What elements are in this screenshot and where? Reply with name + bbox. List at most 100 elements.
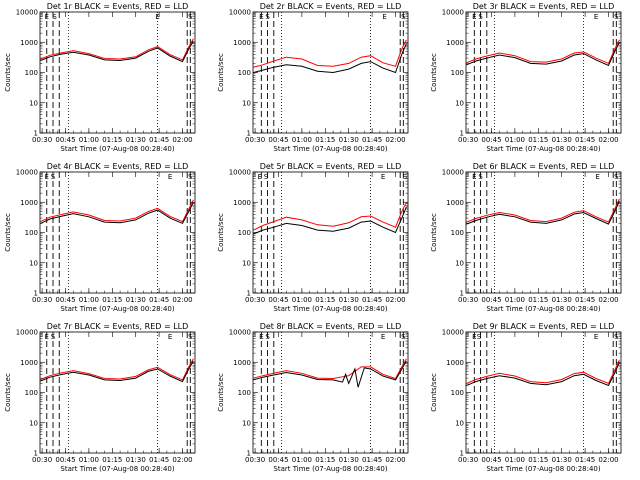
y-tick-label: 1000 xyxy=(20,359,38,367)
marker-label: E xyxy=(472,333,476,341)
marker-label: S xyxy=(403,173,408,181)
chart-title: Det 2r BLACK = Events, RED = LLD xyxy=(260,2,402,11)
y-axis-label: Counts/sec xyxy=(430,53,438,92)
plot-frame xyxy=(39,11,196,134)
y-tick-label: 1 xyxy=(34,450,38,458)
x-tick-label: 01:30 xyxy=(552,456,572,464)
x-tick-label: 00:30 xyxy=(32,136,52,144)
y-tick-label: 1 xyxy=(247,130,251,138)
x-tick-label: 01:30 xyxy=(339,456,359,464)
marker-label: E xyxy=(45,173,49,181)
y-axis-label: Counts/sec xyxy=(217,373,225,412)
x-tick-label: 00:45 xyxy=(55,296,75,304)
y-axis-label: Counts/sec xyxy=(4,213,12,252)
detector-panel: Det 2r BLACK = Events, RED = LLD 1 10 100 10… xyxy=(213,0,426,160)
x-tick-label: 01:30 xyxy=(552,136,572,144)
y-tick-label: 10 xyxy=(29,99,38,107)
y-tick-label: 1 xyxy=(34,130,38,138)
marker-label: S xyxy=(51,173,56,181)
y-axis-label: Counts/sec xyxy=(430,213,438,252)
x-tick-label: 01:00 xyxy=(505,136,525,144)
lld-series-line xyxy=(40,38,194,61)
y-tick-label: 10000 xyxy=(229,169,251,177)
y-tick-label: 1000 xyxy=(446,199,464,207)
x-axis-label: Start Time (07-Aug-08 00:28:40) xyxy=(60,465,174,473)
x-axis-label: Start Time (07-Aug-08 00:28:40) xyxy=(486,305,600,313)
events-series-line xyxy=(466,362,620,387)
y-tick-label: 10 xyxy=(242,99,251,107)
marker-label: S xyxy=(265,13,270,21)
x-tick-label: 00:30 xyxy=(32,456,52,464)
x-tick-label: 01:45 xyxy=(575,296,595,304)
y-tick-label: 100 xyxy=(238,229,251,237)
marker-label: E xyxy=(381,173,385,181)
x-tick-label: 02:00 xyxy=(172,296,192,304)
y-tick-label: 1 xyxy=(460,450,464,458)
y-tick-label: 10000 xyxy=(442,169,464,177)
y-tick-label: 1000 xyxy=(446,359,464,367)
x-tick-label: 01:15 xyxy=(315,456,335,464)
x-tick-label: 00:45 xyxy=(481,456,501,464)
marker-label: E xyxy=(45,333,49,341)
lightcurve-chart: Det 3r BLACK = Events, RED = LLD 1 10 100 10… xyxy=(430,2,622,153)
x-tick-label: 01:45 xyxy=(149,456,169,464)
marker-label: S xyxy=(51,333,56,341)
x-tick-label: 00:30 xyxy=(32,296,52,304)
events-series-line xyxy=(40,202,194,225)
plot-frame xyxy=(465,171,622,294)
marker-label: E xyxy=(382,13,386,21)
chart-title: Det 6r BLACK = Events, RED = LLD xyxy=(473,162,615,171)
x-tick-label: 01:00 xyxy=(292,136,312,144)
x-tick-label: 02:00 xyxy=(598,296,618,304)
detector-panel: Det 1r BLACK = Events, RED = LLD 1 10 100 10… xyxy=(0,0,213,160)
marker-label: S xyxy=(188,173,193,181)
events-series-line xyxy=(253,206,407,235)
events-series-line xyxy=(40,360,194,383)
x-tick-label: 02:00 xyxy=(385,456,405,464)
x-tick-label: 01:00 xyxy=(292,296,312,304)
x-tick-label: 01:15 xyxy=(102,456,122,464)
y-tick-label: 1000 xyxy=(233,199,251,207)
marker-label: E xyxy=(595,173,599,181)
y-tick-label: 10 xyxy=(455,419,464,427)
y-tick-label: 1000 xyxy=(446,39,464,47)
plot-frame xyxy=(39,331,196,454)
lld-series-line xyxy=(253,358,407,380)
detector-panel: Det 8r BLACK = Events, RED = LLD 1 10 100 10… xyxy=(213,320,426,480)
detector-panel: Det 7r BLACK = Events, RED = LLD 1 10 100 10… xyxy=(0,320,213,480)
lightcurve-chart: Det 9r BLACK = Events, RED = LLD 1 10 100 10… xyxy=(430,322,622,473)
lightcurve-chart: Det 2r BLACK = Events, RED = LLD 1 10 100 10… xyxy=(217,2,409,153)
marker-label: E xyxy=(168,333,172,341)
y-tick-label: 100 xyxy=(451,389,464,397)
detector-panel: Det 4r BLACK = Events, RED = LLD 1 10 100 10… xyxy=(0,160,213,320)
y-tick-label: 100 xyxy=(238,69,251,77)
y-axis-label: Counts/sec xyxy=(4,373,12,412)
y-tick-label: 10000 xyxy=(229,329,251,337)
plot-frame xyxy=(252,171,409,294)
x-tick-label: 01:15 xyxy=(528,456,548,464)
lightcurve-chart: Det 4r BLACK = Events, RED = LLD 1 10 100 10… xyxy=(4,162,196,313)
marker-label: E xyxy=(258,173,262,181)
lightcurve-chart: Det 8r BLACK = Events, RED = LLD 1 10 100 10… xyxy=(217,322,409,473)
events-series-line xyxy=(40,40,194,63)
y-axis-label: Counts/sec xyxy=(4,53,12,92)
y-tick-label: 10000 xyxy=(16,169,38,177)
x-tick-label: 01:15 xyxy=(102,296,122,304)
x-tick-label: 00:45 xyxy=(268,456,288,464)
lightcurve-chart: Det 5r BLACK = Events, RED = LLD 1 10 100 10… xyxy=(217,162,409,313)
x-tick-label: 01:45 xyxy=(362,136,382,144)
marker-label: S xyxy=(478,13,483,21)
y-tick-label: 10 xyxy=(242,419,251,427)
y-tick-label: 10 xyxy=(455,99,464,107)
y-tick-label: 100 xyxy=(238,389,251,397)
x-tick-label: 01:15 xyxy=(315,296,335,304)
chart-title: Det 7r BLACK = Events, RED = LLD xyxy=(47,322,189,331)
plot-frame xyxy=(252,331,409,454)
x-tick-label: 01:00 xyxy=(505,456,525,464)
lightcurve-chart: Det 7r BLACK = Events, RED = LLD 1 10 100 10… xyxy=(4,322,196,473)
x-tick-label: 01:30 xyxy=(552,296,572,304)
y-tick-label: 10 xyxy=(455,259,464,267)
y-axis-label: Counts/sec xyxy=(217,53,225,92)
chart-title: Det 9r BLACK = Events, RED = LLD xyxy=(473,322,615,331)
